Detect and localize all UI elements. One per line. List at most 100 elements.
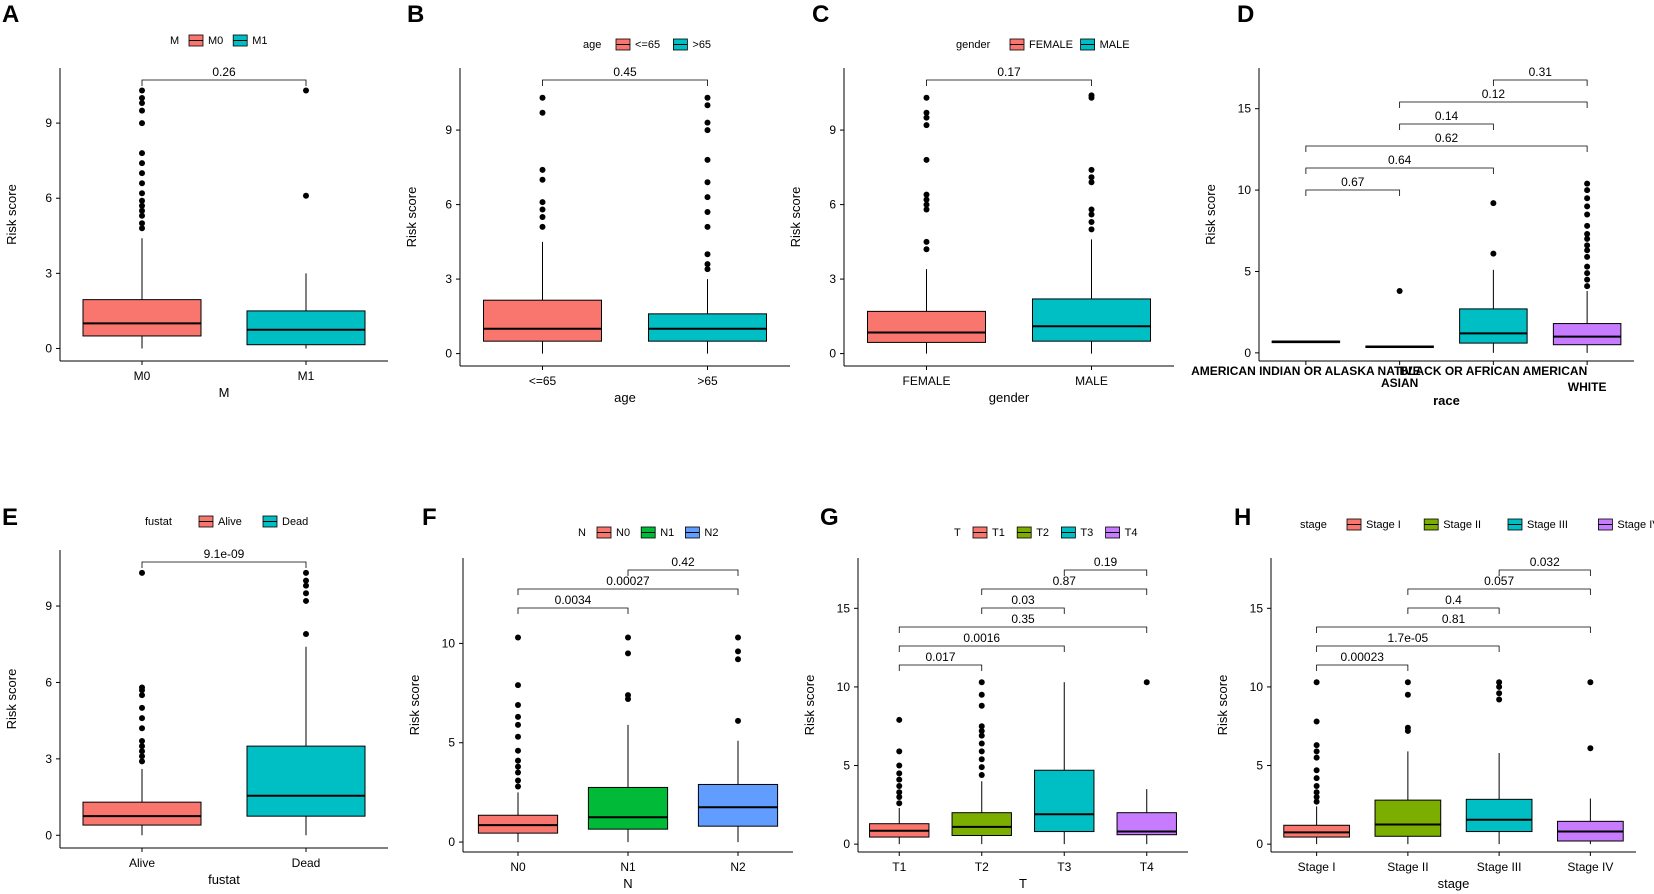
y-tick-label: 0 <box>448 835 455 849</box>
box-rect <box>246 310 366 346</box>
outlier-point <box>1313 789 1320 796</box>
legend-item: >65 <box>692 39 711 51</box>
outlier-point <box>704 179 711 186</box>
box-rect <box>1116 812 1177 836</box>
outlier-point <box>1088 226 1095 233</box>
outlier-point <box>539 176 546 183</box>
x-axis-title: T <box>1019 876 1027 891</box>
outlier-point <box>1584 231 1591 238</box>
x-tick-label: M1 <box>298 369 315 383</box>
bracket-line <box>1407 588 1591 595</box>
outlier-point <box>704 223 711 230</box>
box-0 <box>483 94 602 354</box>
bracket-line <box>517 588 739 595</box>
y-axis-title: Risk score <box>4 184 19 245</box>
outlier-point <box>923 246 930 253</box>
box-1 <box>951 679 1012 845</box>
x-tick-label: T4 <box>1140 860 1154 874</box>
outlier-point <box>139 120 145 127</box>
legend-item: Stage III <box>1527 519 1568 531</box>
p-value: 0.35 <box>1011 612 1035 626</box>
outlier-point <box>704 209 711 216</box>
p-value: 0.87 <box>1053 574 1077 588</box>
legend: stage Stage I Stage II Stage III Stage IV <box>1300 518 1654 531</box>
comparison-bracket: 0.00023 <box>1316 650 1409 671</box>
outlier-point <box>539 94 546 101</box>
comparison-bracket: 0.81 <box>1316 612 1591 633</box>
outlier-point <box>139 738 145 745</box>
outlier-point <box>515 747 521 754</box>
p-value: 0.017 <box>925 650 955 664</box>
y-tick-label: 6 <box>45 675 52 689</box>
bracket-line <box>898 626 1148 633</box>
y-tick-label: 6 <box>45 191 52 205</box>
box-0 <box>1271 340 1341 344</box>
panel-h: H 0 5 10 15 Risk score Stage I Stage II Stage II… <box>1215 504 1654 891</box>
bracket-line <box>1399 123 1494 130</box>
bracket-line <box>926 79 1092 86</box>
outlier-point <box>896 782 903 789</box>
box-0 <box>867 94 986 354</box>
outlier-point <box>923 94 930 101</box>
bracket-line <box>1492 79 1588 86</box>
legend-title: stage <box>1300 519 1327 531</box>
outlier-point <box>1490 200 1497 207</box>
outlier-point <box>303 577 309 584</box>
outlier-point <box>139 190 145 197</box>
outlier-point <box>1313 679 1320 686</box>
outlier-point <box>1088 174 1095 181</box>
legend-item: Dead <box>282 516 308 528</box>
outlier-point <box>1584 195 1591 202</box>
p-value: 0.17 <box>997 65 1021 79</box>
y-tick-label: 5 <box>448 736 455 750</box>
box-1 <box>648 94 767 354</box>
outlier-point <box>1313 782 1320 789</box>
x-tick-label: Stage III <box>1477 860 1522 874</box>
outlier-point <box>978 740 985 747</box>
outlier-point <box>704 94 711 101</box>
outlier-point <box>139 212 145 219</box>
outlier-point <box>539 109 546 116</box>
panel-d: D 0 5 10 15 Risk score AMERICAN INDIAN OR ALAS… <box>1191 1 1634 408</box>
legend-item: T4 <box>1125 527 1138 539</box>
outlier-point <box>139 95 145 102</box>
x-tick-label: WHITE <box>1568 380 1607 394</box>
x-tick-label: Dead <box>292 856 321 870</box>
outlier-point <box>515 769 521 776</box>
comparison-bracket: 0.00027 <box>517 574 739 595</box>
outlier-point <box>1313 742 1320 749</box>
outlier-point <box>1313 754 1320 761</box>
legend: M M0 M1 <box>170 34 267 47</box>
outlier-point <box>1404 679 1411 686</box>
outlier-point <box>303 590 309 597</box>
legend-item: Stage I <box>1366 519 1401 531</box>
outlier-point <box>1313 798 1320 805</box>
outlier-point <box>139 692 145 699</box>
outlier-point <box>139 207 145 214</box>
panel-label: B <box>407 1 424 28</box>
outlier-point <box>139 743 145 750</box>
bracket-line <box>898 664 983 671</box>
outlier-point <box>139 202 145 209</box>
outlier-point <box>1088 92 1095 99</box>
y-tick-label: 3 <box>445 272 452 286</box>
outlier-point <box>1496 683 1503 690</box>
x-tick-label: N2 <box>730 860 746 874</box>
x-tick-label: T3 <box>1057 860 1071 874</box>
y-tick-label: 15 <box>1250 601 1264 615</box>
outlier-point <box>1313 767 1320 774</box>
panel-a: A 0 3 6 9 Risk score M0 M1 M 0.26 M M0 M1 <box>2 1 388 400</box>
y-tick-label: 0 <box>45 341 52 355</box>
x-axis-title: gender <box>989 390 1030 405</box>
y-tick-label: 10 <box>1250 680 1264 694</box>
bracket-line <box>141 561 307 568</box>
comparison-bracket: 0.87 <box>981 574 1148 595</box>
outlier-point <box>896 793 903 800</box>
outlier-point <box>923 238 930 245</box>
p-value: 1.7e-05 <box>1388 631 1429 645</box>
comparison-bracket: 0.4 <box>1407 593 1500 614</box>
outlier-point <box>735 717 741 724</box>
outlier-point <box>1496 690 1503 697</box>
outlier-point <box>704 127 711 134</box>
outlier-point <box>139 569 145 576</box>
